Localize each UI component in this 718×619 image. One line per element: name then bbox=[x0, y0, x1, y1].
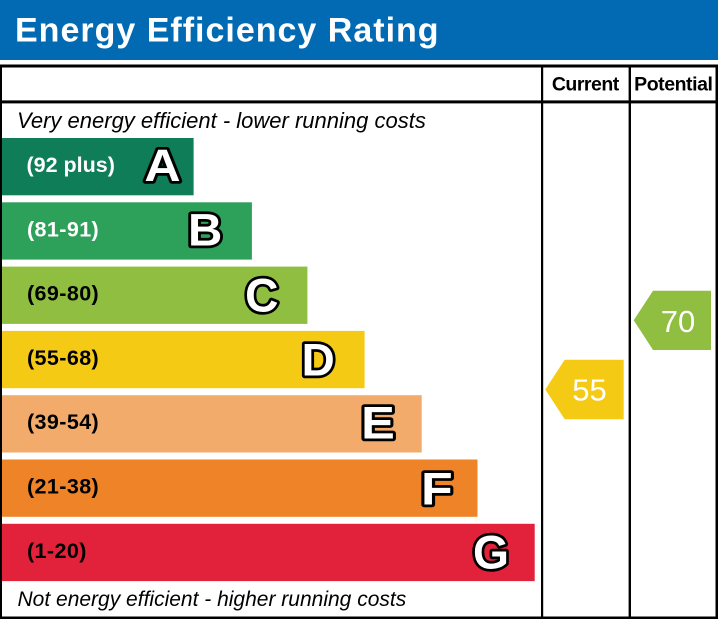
svg-text:(21-38): (21-38) bbox=[27, 475, 99, 499]
svg-text:(39-54): (39-54) bbox=[27, 410, 99, 434]
svg-text:Very energy efficient - lower: Very energy efficient - lower running co… bbox=[17, 108, 426, 133]
svg-text:F: F bbox=[421, 463, 453, 514]
svg-text:(55-68): (55-68) bbox=[27, 346, 99, 370]
svg-text:B: B bbox=[188, 205, 222, 256]
svg-text:Current: Current bbox=[552, 74, 620, 96]
svg-text:(1-20): (1-20) bbox=[27, 539, 87, 563]
svg-text:Energy Efficiency Rating: Energy Efficiency Rating bbox=[15, 11, 440, 49]
svg-text:70: 70 bbox=[661, 304, 695, 339]
svg-text:D: D bbox=[302, 335, 335, 386]
svg-text:55: 55 bbox=[572, 373, 606, 408]
svg-text:(92 plus): (92 plus) bbox=[27, 153, 115, 177]
svg-text:G: G bbox=[473, 526, 509, 579]
svg-text:(69-80): (69-80) bbox=[27, 282, 99, 306]
svg-text:A: A bbox=[144, 140, 180, 191]
svg-text:(81-91): (81-91) bbox=[27, 217, 99, 241]
svg-text:C: C bbox=[245, 269, 278, 322]
svg-text:Potential: Potential bbox=[634, 74, 712, 96]
svg-text:E: E bbox=[361, 398, 395, 449]
svg-text:Not energy efficient - higher: Not energy efficient - higher running co… bbox=[18, 588, 407, 611]
